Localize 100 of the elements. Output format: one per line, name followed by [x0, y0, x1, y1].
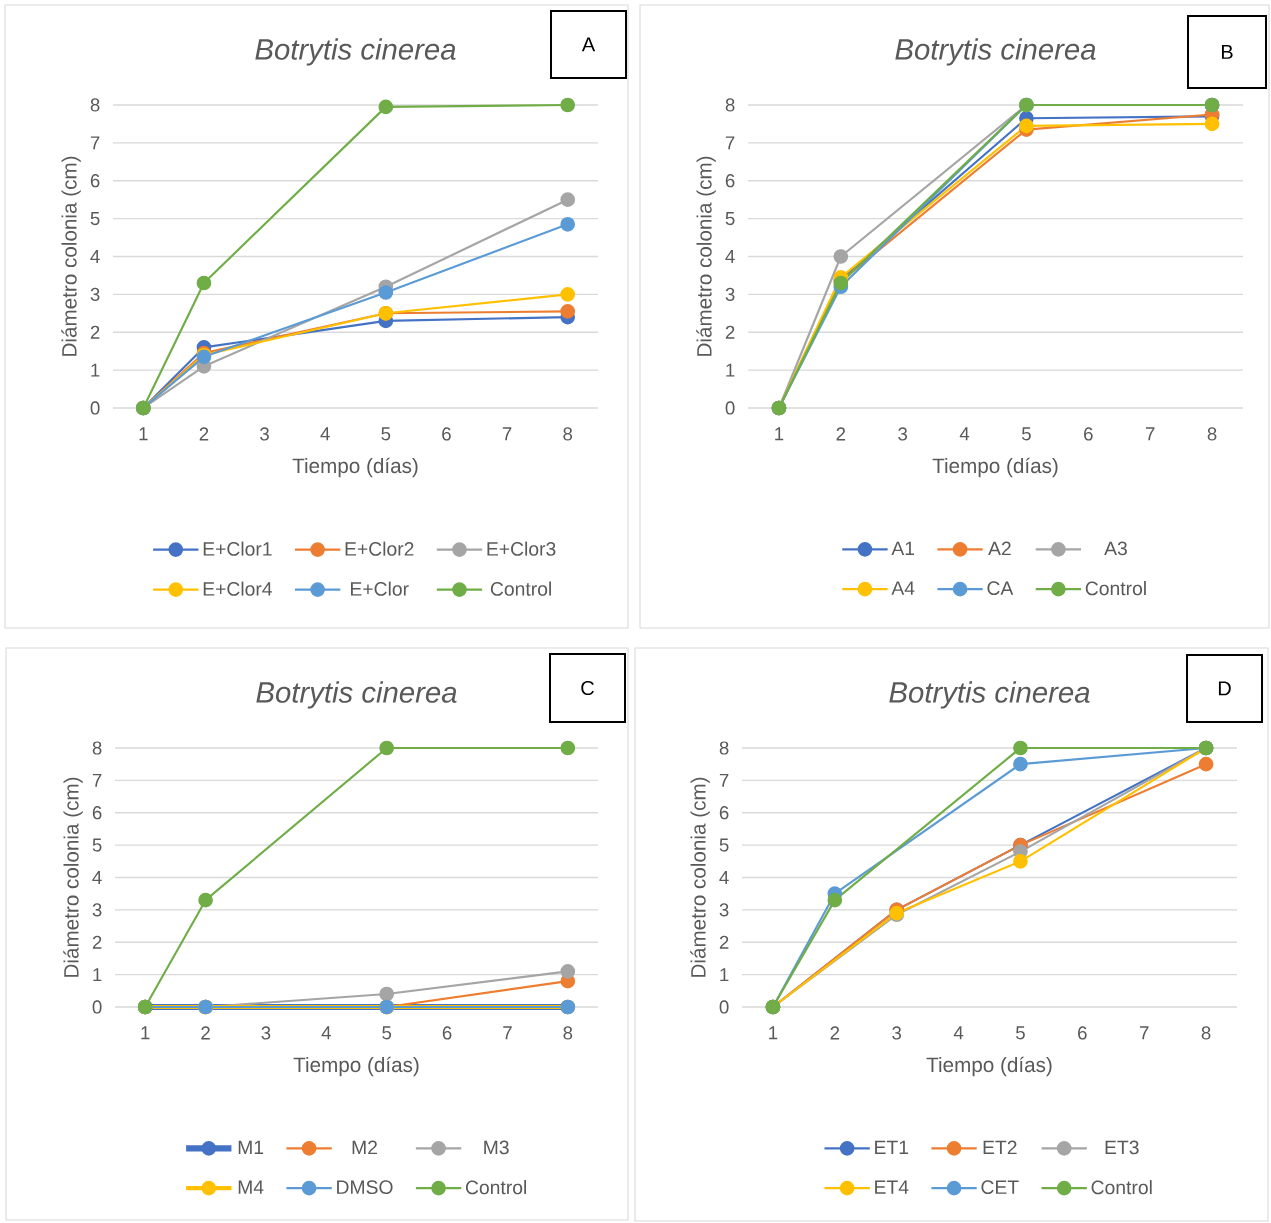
y-tick-label: 1 — [91, 363, 100, 377]
x-tick-label: 8 — [563, 427, 573, 441]
x-tick-label: 5 — [382, 1026, 392, 1040]
x-tick-label: 6 — [442, 1026, 452, 1040]
y-tick-label: 6 — [725, 174, 735, 188]
x-tick-label: 5 — [1016, 1026, 1025, 1040]
y-axis-title: Diámetro colonia (cm) — [696, 156, 716, 356]
x-tick-label: 7 — [1139, 1026, 1149, 1040]
y-axis-title: Diámetro colonia (cm) — [63, 777, 83, 977]
y-tick-label: 0 — [725, 401, 735, 415]
legend-label: Control — [1091, 1180, 1152, 1195]
legend-label: ET3 — [1105, 1140, 1139, 1155]
legend-label: M4 — [238, 1180, 264, 1194]
x-tick-label: 8 — [1201, 1026, 1211, 1040]
x-tick-label: 7 — [502, 427, 512, 441]
y-tick-label: 5 — [725, 212, 735, 226]
legend-label: Control — [465, 1180, 526, 1195]
legend-label: E+Clor — [351, 581, 409, 596]
x-tick-label: 3 — [260, 427, 269, 441]
y-tick-label: 5 — [719, 838, 729, 852]
x-tick-label: 1 — [139, 427, 148, 441]
legend-label: E+Clor1 — [203, 541, 272, 556]
x-tick-label: 8 — [1207, 427, 1217, 441]
y-tick-label: 0 — [719, 1000, 729, 1014]
legend-label: ET1 — [875, 1140, 909, 1154]
y-tick-label: 2 — [719, 935, 729, 949]
y-tick-label: 8 — [90, 98, 100, 112]
y-tick-label: 2 — [725, 325, 735, 339]
x-tick-label: 3 — [261, 1026, 271, 1040]
y-tick-label: 8 — [725, 98, 735, 112]
x-tick-label: 7 — [1145, 427, 1155, 441]
y-tick-label: 7 — [90, 136, 100, 150]
x-axis-title: Tiempo (días) — [932, 457, 1058, 478]
x-tick-label: 2 — [199, 427, 209, 441]
x-axis-title: Tiempo (días) — [293, 1056, 419, 1077]
y-axis-title: Diámetro colonia (cm) — [690, 777, 710, 977]
x-tick-label: 6 — [1084, 427, 1093, 441]
x-tick-label: 4 — [953, 1026, 964, 1040]
x-tick-label: 7 — [503, 1026, 512, 1040]
text: B — [1221, 45, 1233, 59]
x-tick-label: 4 — [959, 427, 970, 441]
x-tick-label: 2 — [201, 1026, 210, 1040]
legend-label: ET2 — [983, 1140, 1017, 1155]
legend-label: E+Clor4 — [203, 581, 272, 596]
x-tick-label: 4 — [320, 427, 330, 441]
y-tick-label: 5 — [92, 838, 102, 852]
y-tick-label: 6 — [92, 806, 102, 820]
x-tick-label: 2 — [830, 1026, 840, 1040]
x-tick-label: 5 — [381, 427, 391, 441]
x-tick-label: 2 — [836, 427, 846, 441]
x-tick-label: 6 — [1078, 1026, 1087, 1040]
legend-label: CET — [981, 1180, 1019, 1195]
legend-label: E+Clor2 — [345, 541, 414, 556]
legend-label: CA — [987, 581, 1014, 596]
chart-title: Botrytis cinerea — [889, 681, 1090, 709]
chart-title: Botrytis cinerea — [895, 38, 1096, 66]
legend-label: E+Clor3 — [487, 541, 556, 556]
chart-title: Botrytis cinerea — [256, 681, 457, 709]
y-tick-label: 1 — [720, 968, 729, 982]
y-tick-label: 3 — [92, 903, 102, 917]
text: A — [581, 37, 596, 52]
y-axis-title: Diámetro colonia (cm) — [61, 156, 81, 356]
text: C — [581, 680, 594, 696]
x-tick-label: 8 — [563, 1026, 573, 1040]
legend-label: A3 — [1104, 541, 1127, 556]
legend-label: DMSO — [337, 1180, 393, 1195]
y-tick-label: 1 — [726, 363, 735, 377]
legend-label: M2 — [352, 1140, 377, 1155]
legend-label: ET4 — [875, 1180, 909, 1194]
y-tick-label: 7 — [719, 773, 729, 787]
y-tick-label: 2 — [92, 935, 102, 949]
y-tick-label: 1 — [93, 968, 102, 982]
legend-label: A4 — [891, 581, 915, 595]
legend-label: A2 — [988, 541, 1011, 556]
y-tick-label: 6 — [90, 174, 100, 188]
y-tick-label: 0 — [90, 401, 100, 415]
y-tick-label: 4 — [719, 871, 729, 884]
x-tick-label: 1 — [141, 1026, 150, 1040]
y-tick-label: 4 — [92, 871, 102, 884]
x-tick-label: 6 — [442, 427, 451, 441]
legend-label: M3 — [484, 1140, 509, 1155]
y-tick-label: 7 — [725, 136, 735, 150]
x-tick-label: 5 — [1022, 427, 1031, 441]
x-tick-label: 1 — [769, 1026, 778, 1040]
legend-label: Control — [490, 581, 551, 596]
y-tick-label: 4 — [90, 250, 100, 263]
y-tick-label: 8 — [92, 741, 102, 755]
y-tick-label: 7 — [92, 773, 102, 787]
y-tick-label: 8 — [719, 741, 729, 755]
y-tick-label: 3 — [725, 287, 735, 301]
y-tick-label: 2 — [90, 325, 100, 339]
text: D — [1218, 681, 1231, 696]
legend-label: M1 — [238, 1140, 264, 1154]
legend-label: Control — [1085, 581, 1146, 596]
y-tick-label: 0 — [92, 1000, 102, 1014]
y-tick-label: 5 — [90, 212, 100, 226]
x-axis-title: Tiempo (días) — [926, 1056, 1052, 1077]
x-tick-label: 4 — [321, 1026, 331, 1040]
x-tick-label: 3 — [892, 1026, 902, 1040]
y-tick-label: 6 — [719, 806, 729, 820]
